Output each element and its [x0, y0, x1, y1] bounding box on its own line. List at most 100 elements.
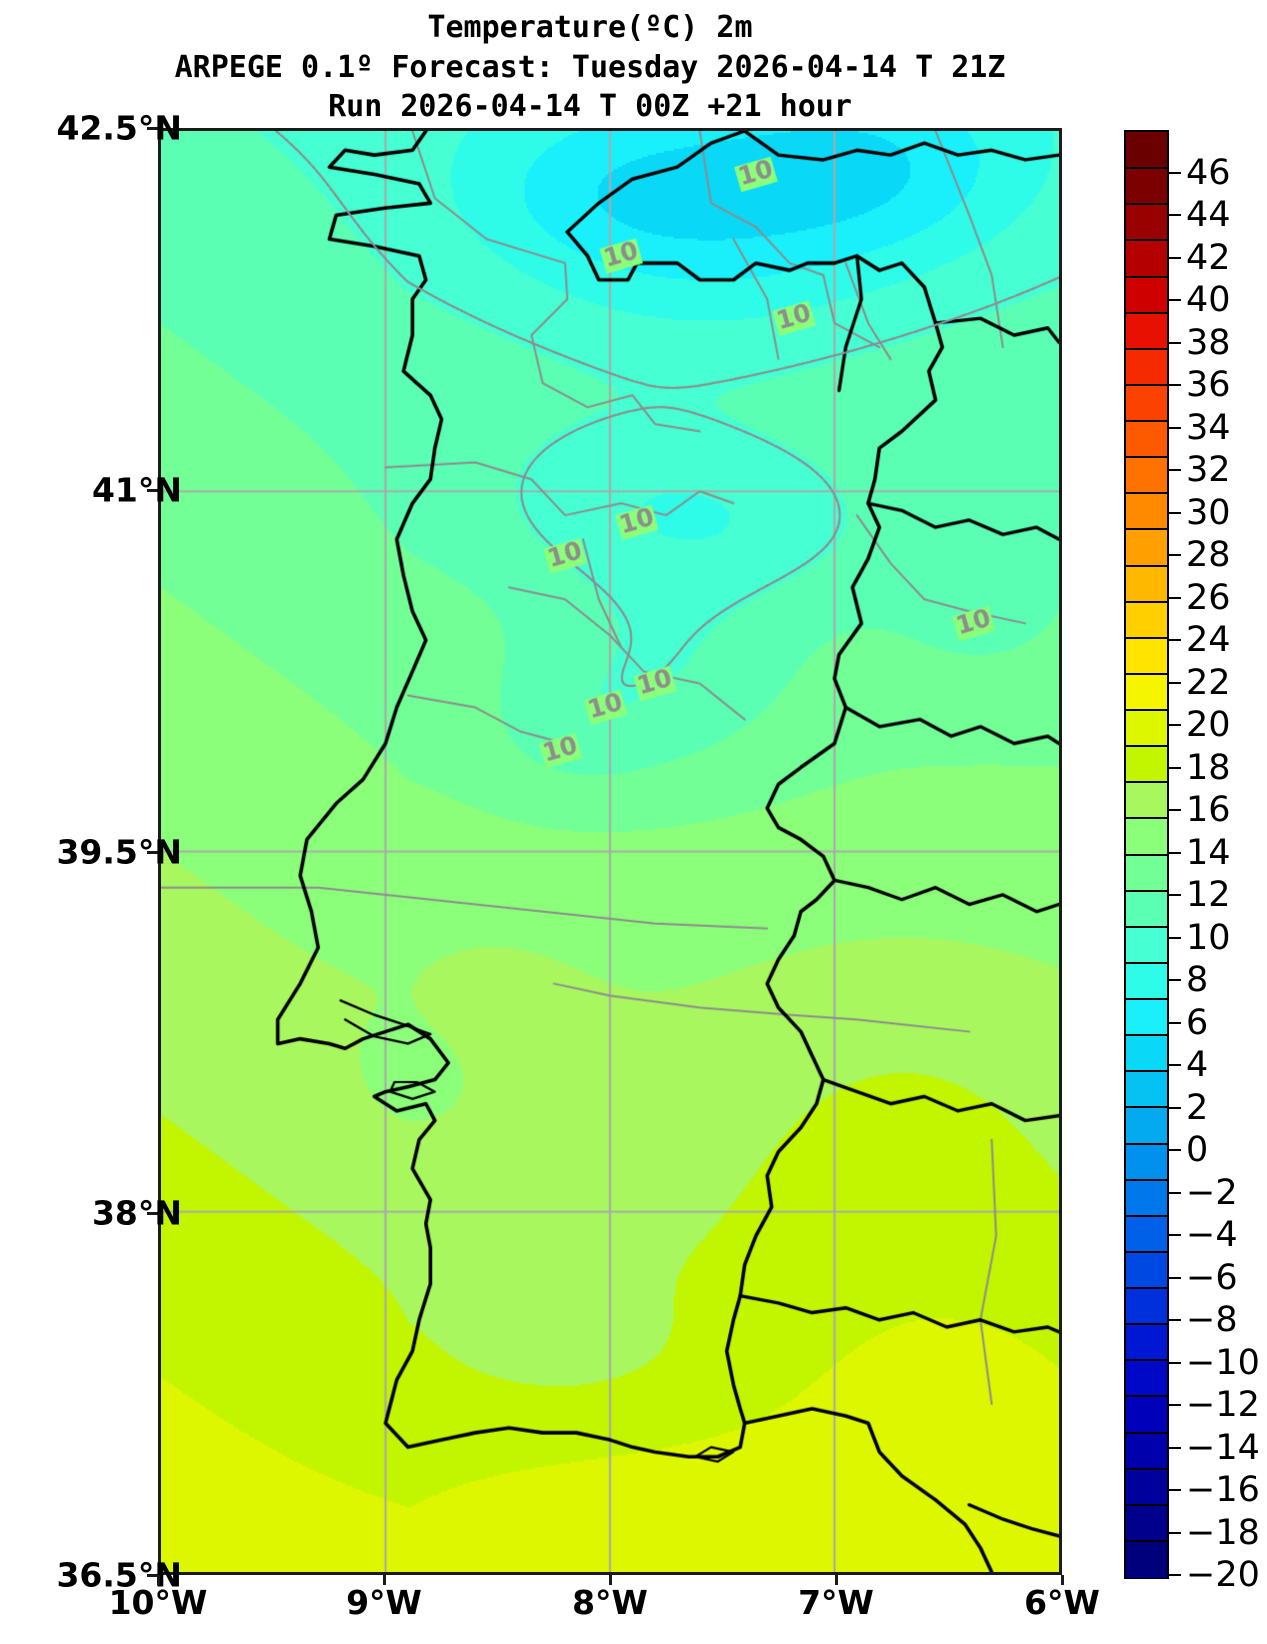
colorbar-separator [1126, 564, 1167, 567]
colorbar-segment [1126, 926, 1167, 964]
colorbar-segment [1126, 1288, 1167, 1325]
colorbar-tick-mark [1167, 766, 1181, 769]
colorbar-segment [1126, 348, 1167, 386]
colorbar-segment [1126, 637, 1167, 675]
colorbar-segment [1126, 1504, 1167, 1542]
colorbar-tick-mark [1167, 511, 1181, 514]
colorbar-separator [1126, 998, 1167, 1000]
colorbar-separator [1126, 1359, 1167, 1362]
colorbar-segment [1126, 1143, 1167, 1181]
latitude-tick-label: 39.5°N [56, 832, 182, 871]
colorbar-segment [1126, 1035, 1167, 1072]
colorbar-tick-mark [1167, 384, 1181, 386]
colorbar-tick-mark [1167, 1574, 1181, 1576]
colorbar-separator [1126, 1431, 1167, 1434]
colorbar-tick-mark [1167, 1106, 1181, 1109]
colorbar-tick-label: 36 [1186, 365, 1231, 405]
colorbar-tick-mark [1167, 979, 1181, 981]
longitude-tick-label: 9°W [346, 1583, 422, 1622]
colorbar-tick-mark [1167, 724, 1181, 726]
colorbar-segment [1126, 529, 1167, 567]
colorbar-tick-label: 34 [1186, 407, 1231, 448]
colorbar-segment [1126, 1540, 1167, 1578]
colorbar-tick-label: 38 [1186, 322, 1231, 363]
longitude-tick-label: 10°W [108, 1583, 208, 1622]
colorbar-separator [1126, 636, 1167, 639]
colorbar-tick-mark [1167, 1234, 1181, 1236]
colorbar-tick-label: 10 [1186, 917, 1231, 958]
colorbar-tick-mark [1167, 681, 1181, 684]
longitude-tick-mark [383, 1575, 386, 1585]
colorbar-separator [1126, 853, 1167, 856]
colorbar-segment [1126, 1324, 1167, 1361]
colorbar-tick-label: 0 [1186, 1130, 1209, 1170]
colorbar-tick-mark [1167, 1276, 1181, 1279]
colorbar-segment [1126, 132, 1167, 169]
colorbar-separator [1126, 961, 1167, 964]
colorbar-segment [1126, 493, 1167, 530]
colorbar-tick-label: 44 [1186, 195, 1231, 235]
colorbar-tick-mark [1167, 341, 1181, 344]
colorbar-tick-mark [1167, 299, 1181, 301]
colorbar-tick-label: 12 [1186, 875, 1231, 915]
colorbar-tick-label: 22 [1186, 662, 1231, 703]
colorbar-tick-mark [1167, 1064, 1181, 1066]
page-title: Temperature(ºC) 2m [427, 10, 753, 45]
colorbar-tick-label: −10 [1186, 1342, 1260, 1383]
colorbar-separator [1126, 239, 1167, 242]
latitude-tick-mark [147, 1574, 158, 1577]
colorbar-tick-mark [1167, 1319, 1181, 1321]
colorbar-separator [1126, 709, 1167, 711]
colorbar-separator [1126, 1287, 1167, 1289]
colorbar-tick-mark [1167, 426, 1181, 429]
colorbar-tick-mark [1167, 1191, 1181, 1194]
colorbar-tick-mark [1167, 256, 1181, 259]
colorbar-segment [1126, 565, 1167, 603]
colorbar-strip [1126, 132, 1167, 1578]
colorbar-segment [1126, 1071, 1167, 1108]
colorbar-separator [1126, 781, 1167, 784]
colorbar-separator [1126, 745, 1167, 748]
colorbar-tick-label: −14 [1186, 1427, 1260, 1468]
chart-title-block: Temperature(ºC) 2m ARPEGE 0.1º Forecast:… [0, 8, 1180, 127]
colorbar-tick-label: 24 [1186, 620, 1231, 660]
colorbar-separator [1126, 1106, 1167, 1109]
latitude-tick-label: 36.5°N [56, 1555, 182, 1595]
colorbar-separator [1126, 925, 1167, 928]
longitude-tick-mark [835, 1575, 838, 1585]
colorbar-tick-mark [1167, 894, 1181, 896]
colorbar-tick-mark [1167, 1404, 1181, 1406]
colorbar-separator [1126, 167, 1167, 170]
colorbar-separator [1126, 311, 1167, 314]
colorbar-tick-label: 20 [1186, 705, 1231, 745]
colorbar-separator [1126, 383, 1167, 386]
colorbar-segment [1126, 457, 1167, 494]
colorbar-tick-label: 6 [1186, 1002, 1209, 1043]
colorbar-separator [1126, 420, 1167, 422]
latitude-tick-mark [147, 1212, 158, 1216]
colorbar-tick-label: 42 [1186, 237, 1231, 278]
run-subtitle: Run 2026-04-14 T 00Z +21 hour [328, 89, 852, 125]
colorbar-tick-label: 4 [1186, 1045, 1209, 1085]
latitude-tick-mark [147, 488, 158, 492]
temperature-field-canvas [161, 131, 1059, 1572]
longitude-tick-mark [157, 1575, 160, 1585]
longitude-tick-mark [1061, 1575, 1064, 1585]
colorbar-segment [1126, 204, 1167, 241]
colorbar-separator [1126, 1503, 1167, 1506]
colorbar-separator [1126, 1323, 1167, 1326]
longitude-tick-label: 8°W [572, 1583, 648, 1622]
colorbar-tick-mark [1167, 554, 1181, 556]
colorbar-segment [1126, 1107, 1167, 1145]
colorbar-segment [1126, 601, 1167, 639]
colorbar-segment [1126, 999, 1167, 1036]
longitude-tick-mark [609, 1575, 612, 1585]
colorbar-segment [1126, 276, 1167, 314]
colorbar-segment [1126, 1179, 1167, 1217]
latitude-tick-mark [147, 127, 158, 130]
colorbar-tick-mark [1167, 171, 1181, 174]
colorbar-tick-mark [1167, 851, 1181, 854]
latitude-tick-label: 41°N [91, 470, 182, 510]
colorbar-tick-label: −12 [1186, 1385, 1260, 1425]
colorbar-tick-label: −8 [1186, 1300, 1238, 1340]
